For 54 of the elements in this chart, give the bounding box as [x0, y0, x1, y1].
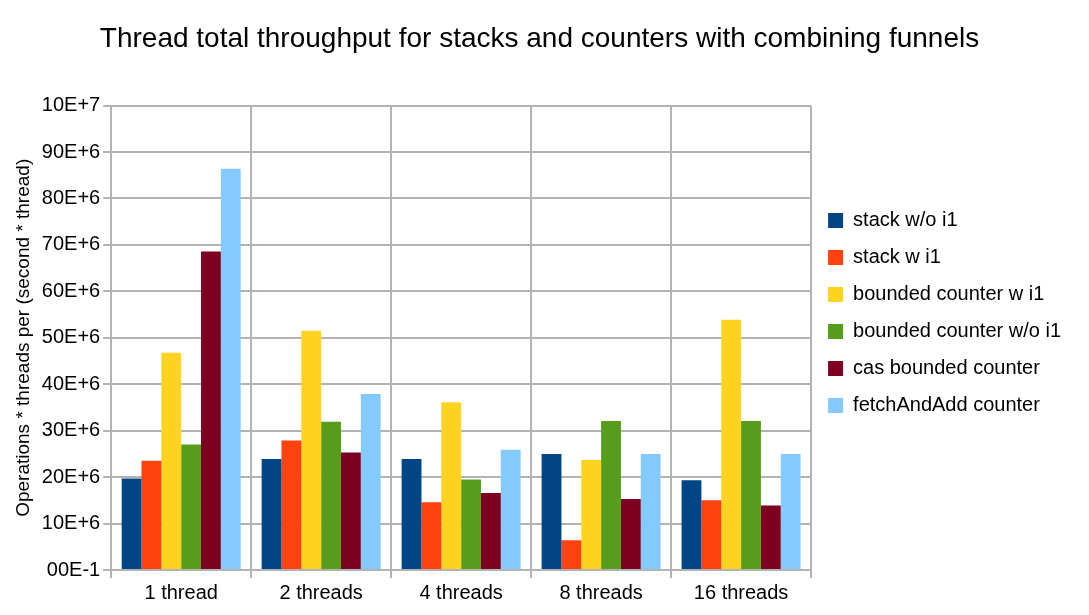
y-tick-label: 30E+6	[41, 418, 101, 441]
y-axis-title: Operations * threads per (second * thread)	[11, 158, 33, 517]
legend-label: bounded counter w/o i1	[853, 319, 1062, 342]
bar	[780, 453, 801, 569]
bar	[281, 440, 302, 569]
bar	[121, 478, 142, 569]
y-tick-label: 20E+6	[41, 464, 101, 487]
bar	[261, 459, 282, 569]
bar	[681, 480, 702, 569]
y-tick-label: 10E+6	[41, 511, 101, 534]
x-tick-label: 16 threads	[693, 580, 789, 603]
legend-label: cas bounded counter	[853, 356, 1041, 379]
y-tick-label: 80E+6	[41, 186, 101, 208]
y-tick-label: 10E+7	[41, 93, 101, 116]
bar	[620, 498, 641, 569]
bar	[541, 453, 562, 569]
legend-label: bounded counter w i1	[853, 282, 1045, 305]
bar	[601, 420, 621, 569]
bar	[360, 393, 381, 569]
bar	[760, 505, 781, 569]
bar	[721, 319, 742, 569]
y-tick-label: 90E+6	[41, 139, 101, 162]
bar	[500, 449, 521, 569]
bar	[421, 502, 442, 569]
y-tick-label: 60E+6	[41, 278, 101, 301]
bar	[741, 420, 761, 569]
x-tick-label: 8 threads	[559, 580, 643, 603]
legend-label: fetchAndAdd counter	[853, 393, 1041, 416]
y-tick-label: 50E+6	[41, 325, 101, 348]
x-tick-label: 2 threads	[279, 580, 363, 603]
x-tick-label: 1 thread	[144, 580, 218, 603]
x-tick-label: 4 threads	[419, 580, 503, 603]
bar	[161, 352, 182, 569]
y-tick-label: 00E-1	[46, 557, 101, 580]
bar	[321, 421, 341, 569]
bar	[461, 479, 481, 569]
chart-title: Thread total throughput for stacks and counters with combining funnels	[99, 21, 980, 53]
bar	[561, 540, 582, 569]
legend-label: stack w/o i1	[853, 208, 958, 231]
bar	[301, 330, 322, 569]
y-tick-label: 40E+6	[41, 371, 101, 394]
legend-label: stack w i1	[853, 245, 941, 268]
bar	[181, 444, 202, 569]
bar	[401, 459, 422, 569]
bar	[201, 251, 221, 569]
bar	[340, 452, 361, 569]
bar	[640, 453, 661, 569]
y-tick-label: 70E+6	[41, 232, 101, 255]
bar	[480, 492, 501, 569]
bar	[701, 500, 722, 569]
bar	[581, 459, 602, 569]
bar	[441, 402, 462, 569]
bar	[141, 460, 162, 569]
bar	[220, 168, 241, 569]
